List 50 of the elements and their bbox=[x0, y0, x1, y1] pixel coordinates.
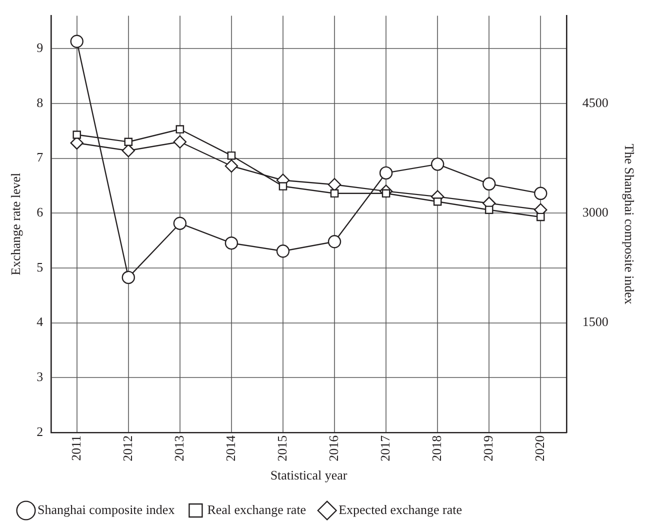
y-tick-label: 4 bbox=[36, 314, 44, 330]
legend-label: Shanghai composite index bbox=[38, 502, 176, 517]
point bbox=[536, 212, 545, 222]
point bbox=[482, 177, 496, 190]
point bbox=[276, 244, 290, 258]
y2-tick-label: 1500 bbox=[582, 314, 608, 330]
y-tick-label: 9 bbox=[36, 40, 44, 56]
x-tick-label: 2013 bbox=[171, 435, 186, 462]
legend-label: Real exchange rate bbox=[207, 502, 306, 517]
point bbox=[176, 125, 184, 134]
point bbox=[122, 270, 135, 284]
y-tick-label: 3 bbox=[36, 369, 44, 384]
x-tick-label: 2018 bbox=[428, 435, 444, 462]
x-tick-label: 2014 bbox=[222, 434, 238, 462]
point bbox=[379, 166, 393, 180]
point bbox=[278, 182, 288, 190]
point bbox=[70, 34, 84, 48]
y-tick-label: 7 bbox=[36, 150, 44, 165]
y-axis-title: Exchange rate level bbox=[8, 172, 24, 276]
y2-tick-label: 4500 bbox=[582, 94, 608, 110]
point bbox=[224, 236, 238, 250]
y-tick-label: 6 bbox=[36, 204, 44, 220]
x-tick-label: 2019 bbox=[480, 435, 496, 462]
x-tick-label: 2020 bbox=[532, 435, 548, 462]
x-tick-label: 2012 bbox=[120, 435, 135, 462]
point bbox=[227, 151, 236, 160]
point bbox=[433, 197, 442, 206]
y2-axis-title: The Shanghai composite index bbox=[622, 144, 637, 305]
legend-label: Expected exchange rate bbox=[338, 502, 462, 517]
x-tick-label: 2011 bbox=[68, 435, 84, 461]
point bbox=[534, 186, 548, 200]
point bbox=[173, 135, 187, 148]
point bbox=[124, 138, 133, 146]
point bbox=[224, 159, 238, 173]
point bbox=[173, 216, 187, 230]
x-tick-label: 2017 bbox=[377, 434, 392, 462]
y-tick-label: 2 bbox=[36, 424, 44, 439]
point bbox=[484, 206, 494, 214]
point bbox=[122, 144, 135, 158]
y-tick-label: 8 bbox=[36, 94, 44, 110]
y2-tick-label: 3000 bbox=[582, 204, 608, 220]
point bbox=[430, 158, 444, 171]
point bbox=[328, 178, 342, 192]
point bbox=[328, 235, 342, 248]
x-tick-label: 2015 bbox=[274, 435, 290, 462]
x-axis-title: Statistical year bbox=[270, 468, 348, 483]
point bbox=[72, 130, 81, 139]
point bbox=[330, 189, 339, 198]
x-tick-label: 2016 bbox=[326, 434, 341, 462]
y-tick-label: 5 bbox=[36, 259, 44, 274]
